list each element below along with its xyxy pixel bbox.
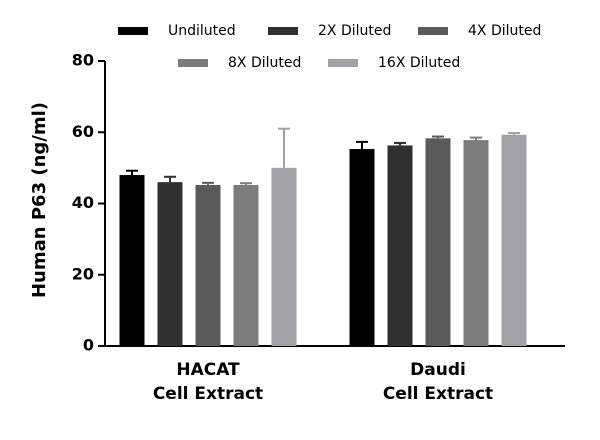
y-tick-label: 60 [72, 122, 94, 141]
legend-label: Undiluted [168, 23, 236, 39]
bar [349, 148, 375, 346]
legend-swatch [418, 27, 448, 35]
x-tick-label: Daudi Cell Extract [383, 360, 493, 404]
legend-swatch [328, 59, 358, 67]
y-tick-label: 20 [72, 264, 94, 283]
legend-label: 2X Diluted [318, 23, 391, 39]
y-tick-label: 80 [72, 51, 94, 70]
bar [387, 145, 413, 346]
legend-swatch [178, 59, 208, 67]
legend-label: 16X Diluted [378, 55, 460, 71]
bar [501, 134, 527, 346]
legend-label: 4X Diluted [468, 23, 541, 39]
bar [119, 175, 145, 346]
y-axis-title: Human P63 (ng/ml) [29, 102, 50, 298]
bar [425, 138, 451, 346]
y-tick-label: 0 [83, 336, 94, 355]
bar [233, 184, 259, 346]
bar [195, 184, 221, 346]
bar [157, 182, 183, 346]
legend-swatch [268, 27, 298, 35]
x-tick-label: HACAT Cell Extract [153, 360, 263, 404]
y-tick-label: 40 [72, 193, 94, 212]
legend-label: 8X Diluted [228, 55, 301, 71]
bar [271, 167, 297, 346]
bar [463, 140, 489, 346]
legend-swatch [118, 27, 148, 35]
